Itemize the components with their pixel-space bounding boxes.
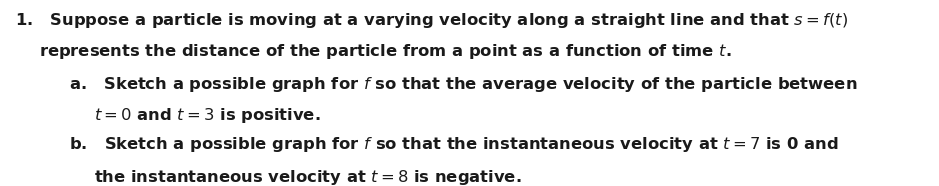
Text: the instantaneous velocity at $t = 8$ is negative.: the instantaneous velocity at $t = 8$ is…	[94, 168, 521, 186]
Text: a.   Sketch a possible graph for $f$ so that the average velocity of the particl: a. Sketch a possible graph for $f$ so th…	[69, 75, 858, 94]
Text: b.   Sketch a possible graph for $f$ so that the instantaneous velocity at $t = : b. Sketch a possible graph for $f$ so th…	[69, 135, 839, 154]
Text: 1.   Suppose a particle is moving at a varying velocity along a straight line an: 1. Suppose a particle is moving at a var…	[15, 11, 848, 30]
Text: $t = 0$ and $t = 3$ is positive.: $t = 0$ and $t = 3$ is positive.	[94, 106, 320, 125]
Text: represents the distance of the particle from a point as a function of time $t$.: represents the distance of the particle …	[39, 42, 731, 61]
